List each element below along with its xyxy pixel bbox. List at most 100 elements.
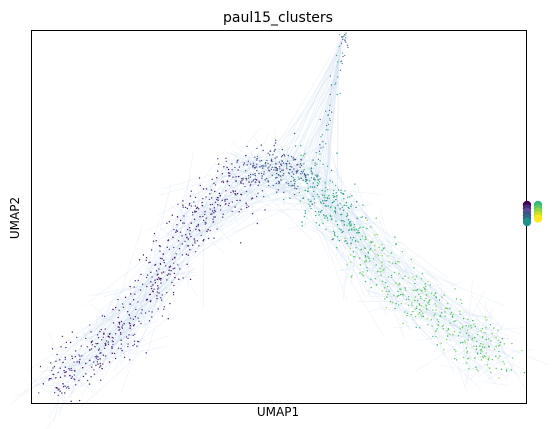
cell-point	[433, 314, 435, 317]
graph-edge	[462, 341, 468, 365]
cell-point	[101, 315, 104, 317]
graph-edge	[192, 189, 282, 238]
cell-point	[309, 200, 311, 203]
cell-point	[124, 296, 127, 299]
cell-point	[459, 310, 461, 312]
cell-point	[185, 253, 188, 255]
cell-point	[441, 296, 443, 298]
cell-point	[90, 376, 92, 378]
graph-edge	[378, 297, 438, 326]
cell-point	[370, 286, 372, 289]
cell-point	[282, 174, 284, 177]
cell-point	[88, 359, 91, 361]
graph-edge	[183, 155, 231, 249]
cell-point	[271, 174, 273, 177]
cell-point	[275, 169, 277, 171]
cell-point	[99, 358, 101, 360]
cell-point	[319, 201, 322, 203]
cell-point	[383, 268, 385, 270]
cell-point	[304, 153, 306, 155]
cell-point	[340, 192, 342, 194]
cell-point	[384, 282, 387, 284]
graph-edge	[229, 174, 264, 189]
cell-point	[452, 313, 454, 316]
cell-point	[121, 327, 124, 330]
cell-point	[395, 302, 397, 305]
cell-point	[129, 303, 131, 305]
graph-edge	[249, 158, 260, 206]
cell-point	[309, 186, 312, 188]
graph-edge	[128, 294, 136, 315]
graph-edge	[319, 204, 346, 225]
cell-point	[226, 180, 229, 183]
cell-point	[309, 205, 311, 207]
cell-point	[353, 226, 355, 229]
cell-point	[325, 129, 327, 131]
graph-edge	[136, 231, 203, 295]
cell-point	[159, 257, 162, 260]
graph-edge	[88, 322, 116, 340]
cell-point	[359, 257, 361, 259]
cell-point	[148, 320, 151, 322]
graph-edge	[332, 218, 440, 308]
graph-edge	[226, 157, 307, 173]
cell-point	[386, 296, 388, 298]
cell-point	[320, 147, 322, 149]
graph-edge	[146, 218, 161, 271]
graph-edge	[221, 166, 238, 177]
graph-edge	[163, 303, 172, 318]
cell-point	[111, 340, 114, 342]
cell-point	[61, 335, 64, 338]
cell-point	[461, 302, 463, 305]
graph-edge	[53, 331, 136, 367]
cell-point	[68, 387, 70, 390]
cell-point	[137, 317, 139, 319]
graph-edge	[213, 158, 231, 184]
cell-point	[497, 345, 500, 347]
graph-edge	[316, 226, 388, 255]
cell-point	[95, 364, 97, 366]
cell-point	[226, 198, 228, 201]
graph-edge	[286, 149, 298, 197]
cell-point	[217, 158, 219, 160]
cell-point	[447, 302, 449, 305]
cell-point	[350, 254, 352, 256]
graph-edge	[338, 216, 360, 263]
cell-point	[402, 277, 404, 280]
cell-point	[336, 224, 339, 226]
cell-point	[321, 209, 323, 212]
graph-edge	[446, 303, 491, 366]
cell-point	[331, 238, 333, 241]
cell-point	[74, 384, 77, 386]
cell-point	[459, 313, 461, 315]
cell-point	[173, 272, 176, 275]
cell-point	[212, 218, 214, 220]
cell-point	[85, 373, 87, 375]
cell-point	[387, 255, 389, 257]
cell-point	[216, 228, 218, 230]
cell-point	[240, 181, 242, 183]
graph-edge	[201, 207, 213, 229]
cell-point	[257, 184, 259, 186]
cell-point	[216, 177, 218, 179]
graph-edge	[477, 308, 494, 333]
cell-point	[166, 279, 168, 281]
cell-point	[341, 206, 344, 209]
cell-point	[281, 148, 283, 151]
cell-point	[376, 253, 378, 256]
graph-edge	[322, 140, 327, 194]
cell-point	[449, 307, 451, 309]
cell-point	[323, 194, 326, 197]
cell-point	[329, 119, 331, 122]
graph-edge	[359, 250, 456, 314]
cell-point	[334, 207, 337, 210]
graph-edge	[92, 317, 138, 342]
cell-point	[179, 231, 182, 233]
cell-point	[225, 190, 227, 192]
graph-edge	[277, 184, 320, 196]
graph-edge	[427, 272, 503, 366]
cell-point	[160, 299, 163, 301]
cell-point	[258, 172, 260, 175]
cell-point	[442, 324, 445, 327]
cell-point	[222, 180, 224, 182]
